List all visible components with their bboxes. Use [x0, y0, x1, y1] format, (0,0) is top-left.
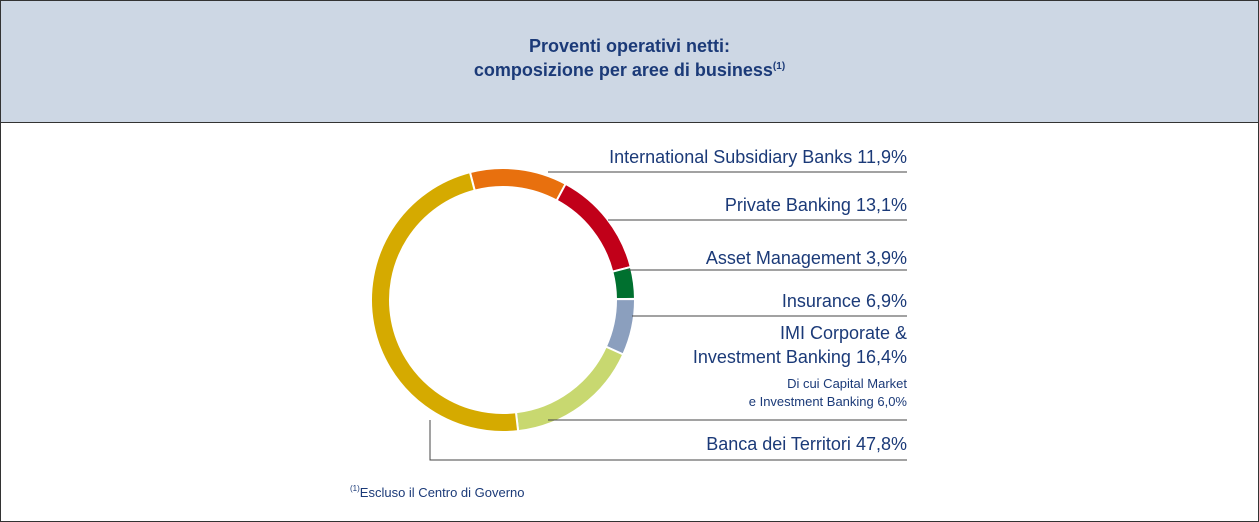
annotation: Di cui Capital Market	[787, 376, 907, 391]
donut-segment	[514, 345, 625, 433]
value-label: 16,4%	[855, 347, 907, 367]
leader-line	[429, 420, 907, 461]
chart-subtitle: composizione per aree di business	[473, 60, 773, 80]
category-label: Private Banking	[724, 195, 851, 215]
value-label: 3,9%	[865, 248, 907, 268]
value-label: 11,9%	[857, 147, 907, 167]
segment-label: IMI Corporate & Investment Banking 16,4%	[693, 321, 907, 369]
segment-label: Banca dei Territori 47,8%	[706, 432, 907, 456]
segment-label: International Subsidiary Banks 11,9%	[609, 145, 907, 169]
category-label: IMI Corporate & Investment Banking	[692, 323, 907, 367]
donut-segment	[555, 182, 633, 273]
value-label: 13,1%	[855, 195, 907, 215]
donut-segment	[468, 167, 568, 202]
segment-label: Asset Management 3,9%	[706, 246, 907, 270]
segment-label: Private Banking 13,1%	[725, 193, 907, 217]
category-label: International Subsidiary Banks	[609, 147, 853, 167]
segment-label: Insurance 6,9%	[782, 289, 907, 313]
header: Proventi operativi netti: composizione p…	[1, 1, 1258, 123]
category-label: Banca dei Territori	[706, 434, 851, 454]
donut-segment	[611, 265, 637, 301]
category-label: Insurance	[781, 291, 861, 311]
footnote: (1)Escluso il Centro di Governo	[350, 484, 525, 500]
value-label: 47,8%	[855, 434, 907, 454]
annotation: e Investment Banking 6,0%	[748, 394, 907, 409]
footnote-text: Escluso il Centro di Governo	[359, 485, 525, 500]
note-marker: (1)	[772, 61, 786, 72]
value-label: 6,9%	[865, 291, 907, 311]
category-label: Asset Management	[705, 248, 861, 268]
chart-subtitle-line: composizione per aree di business(1)	[1, 60, 1258, 81]
footnote-marker: (1)	[350, 484, 360, 493]
chart-title: Proventi operativi netti:	[528, 36, 731, 56]
donut-segment	[604, 297, 636, 356]
donut-segment	[370, 170, 520, 433]
